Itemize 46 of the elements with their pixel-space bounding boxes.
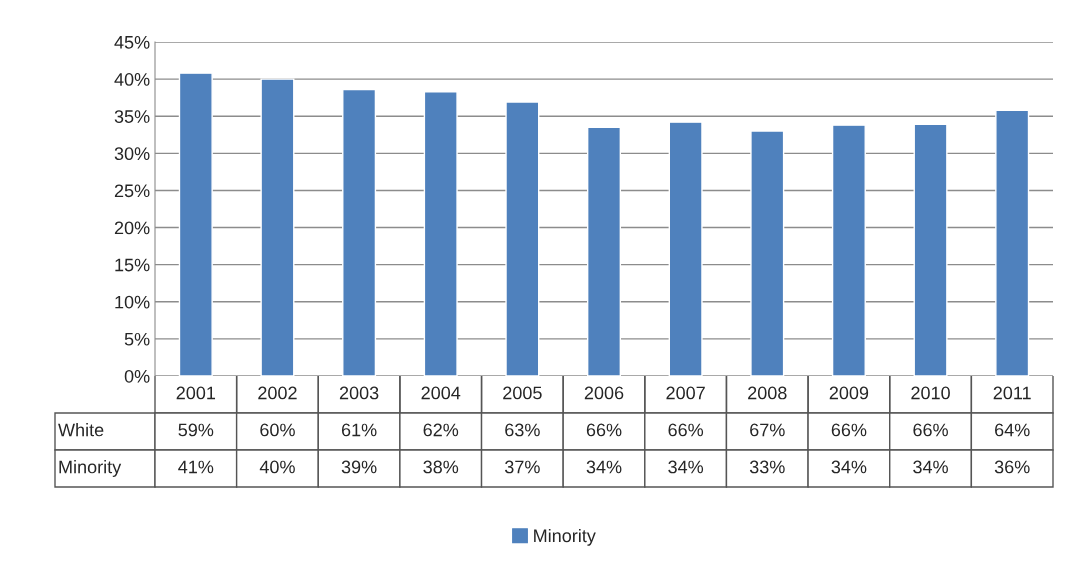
y-tick-label: 30% xyxy=(114,147,150,161)
data-label: 37% xyxy=(504,460,540,474)
x-tick-label: 2001 xyxy=(176,386,216,400)
data-label: 39% xyxy=(341,460,377,474)
x-tick-label: 2004 xyxy=(421,386,461,400)
x-tick-label: 2011 xyxy=(993,386,1031,400)
x-tick-label: 2010 xyxy=(911,386,950,400)
data-label: 40% xyxy=(259,460,295,474)
y-tick-label: 25% xyxy=(114,184,150,198)
y-tick-label: 40% xyxy=(114,73,150,86)
x-tick-label: 2009 xyxy=(829,386,869,400)
data-label: 36% xyxy=(994,460,1030,474)
y-tick-label: 10% xyxy=(115,295,150,309)
y-tick-label: 45% xyxy=(114,36,150,49)
y-tick-label: 20% xyxy=(114,221,150,235)
data-label: 34% xyxy=(831,460,867,474)
text: 66% xyxy=(913,423,948,437)
legend-label: Minority xyxy=(534,528,596,546)
x-tick-label: 2003 xyxy=(339,386,379,400)
text: 60% xyxy=(260,423,295,437)
text: 66% xyxy=(586,423,622,437)
x-tick-label: 2005 xyxy=(503,386,542,400)
y-tick-label: 5% xyxy=(124,332,150,346)
text: 62% xyxy=(423,423,459,437)
text: 59% xyxy=(178,423,214,437)
text: 63% xyxy=(505,423,540,437)
x-tick-label: 2007 xyxy=(666,386,705,400)
data-label: 34% xyxy=(913,460,948,474)
text: 66% xyxy=(831,423,867,437)
y-tick-label: 15% xyxy=(115,258,150,272)
y-tick-label: 35% xyxy=(114,110,150,123)
text: Minority xyxy=(59,460,122,477)
data-label: 34% xyxy=(668,460,704,474)
text: 67% xyxy=(750,423,785,437)
text: White xyxy=(58,423,104,437)
data-label: 41% xyxy=(178,460,214,474)
x-tick-label: 2006 xyxy=(584,386,624,400)
x-tick-label: 2002 xyxy=(258,386,297,400)
data-label: 34% xyxy=(586,460,622,474)
data-label: 38% xyxy=(423,460,459,474)
text: 64% xyxy=(995,423,1030,437)
y-tick-label: 0% xyxy=(124,369,150,383)
text: 66% xyxy=(668,423,704,437)
data-label: 33% xyxy=(749,460,785,474)
x-tick-label: 2008 xyxy=(748,386,787,400)
text: 61% xyxy=(341,423,377,437)
